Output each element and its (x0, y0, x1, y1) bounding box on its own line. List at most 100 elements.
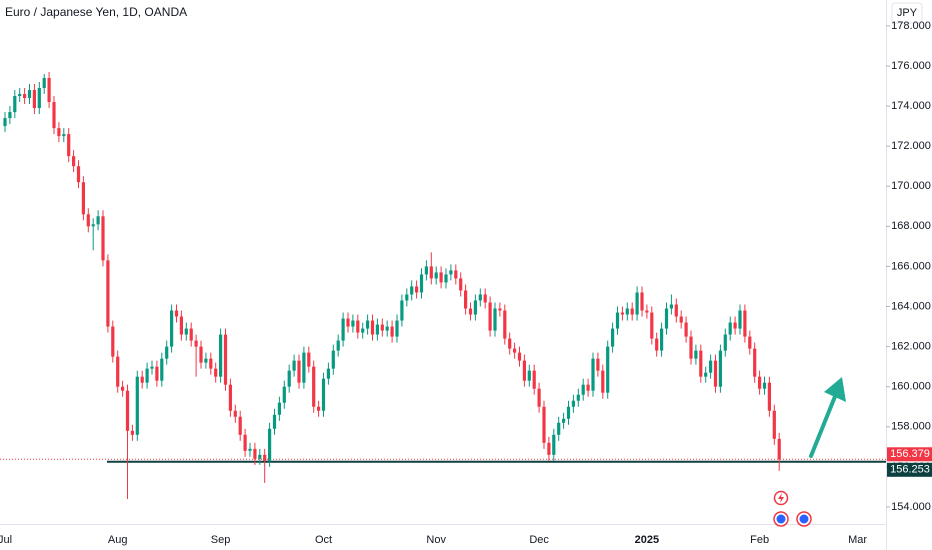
candle-body (346, 318, 350, 327)
candle-body (635, 292, 639, 315)
candle-body (233, 410, 237, 417)
candle-body (238, 416, 242, 435)
candle-body (170, 310, 174, 347)
candle-body (243, 434, 247, 451)
candle-body (562, 418, 566, 423)
candle-body (23, 94, 27, 99)
candle-body (444, 274, 448, 283)
y-tick-label: 168.000 (891, 220, 931, 232)
candle-body (312, 366, 316, 407)
candle-body (684, 322, 688, 337)
candle-body (8, 112, 12, 119)
candle-body (434, 272, 438, 279)
candle-body (356, 320, 360, 333)
candle-body (503, 310, 507, 339)
candle-body (189, 328, 193, 341)
candle-body (566, 406, 571, 419)
candle-body (439, 272, 443, 283)
candle-body (47, 77, 51, 103)
candle-body (767, 382, 771, 411)
chart-title: Euro / Japanese Yen, 1D, OANDA (5, 5, 187, 19)
candle-body (625, 308, 629, 315)
candle-body (263, 454, 267, 461)
x-tick-label: Feb (750, 534, 769, 546)
y-tick-label: 174.000 (891, 100, 931, 112)
candle-body (380, 324, 384, 331)
price-label: 156.379 (890, 448, 930, 460)
candle-body (758, 376, 762, 389)
candle-body (733, 322, 737, 329)
candle-body (67, 134, 71, 157)
candle-body (748, 336, 752, 349)
trend-arrow (809, 377, 846, 458)
candle-body (473, 300, 477, 315)
candle-body (160, 358, 164, 381)
candle-body (302, 352, 306, 383)
candle-body (743, 310, 747, 337)
candle-body (591, 358, 595, 391)
candle-body (601, 370, 605, 393)
candle-body (454, 270, 458, 279)
candle-body (679, 316, 683, 323)
candle-body (689, 336, 693, 359)
candle-body (468, 308, 473, 315)
x-tick-label: Oct (315, 534, 332, 546)
x-tick-label: Dec (529, 534, 549, 546)
candle-body (645, 310, 649, 313)
candle-body (165, 346, 169, 359)
candle-body (576, 394, 580, 401)
candle-body (62, 134, 66, 137)
candle-body (326, 368, 330, 379)
candle-body (3, 118, 7, 127)
candle-body (91, 224, 95, 227)
candle-body (738, 310, 742, 329)
candle-body (228, 384, 232, 411)
candle-body (513, 348, 517, 353)
candle-body (650, 312, 654, 339)
candle-body (718, 350, 722, 387)
candle-body (630, 308, 634, 315)
candle-body (150, 366, 154, 369)
x-tick-label: Nov (426, 534, 446, 546)
candle-body (390, 326, 394, 337)
candle-body (596, 358, 600, 371)
y-tick-label: 178.000 (891, 20, 931, 32)
candle-body (155, 366, 159, 381)
candle-body (669, 304, 673, 309)
candle-body (660, 328, 664, 351)
candle-body (674, 304, 678, 317)
candle-body (307, 352, 311, 367)
candle-body (478, 294, 482, 301)
candle-body (248, 448, 252, 451)
candle-body (111, 326, 115, 357)
price-label-box (887, 462, 932, 477)
price-label-box (887, 447, 932, 462)
candle-body (493, 308, 497, 331)
candle-body (214, 368, 218, 377)
y-tick-label: 176.000 (891, 60, 931, 72)
currency-label[interactable]: JPY (897, 7, 918, 19)
candle-body (527, 370, 531, 381)
currency-box[interactable] (891, 2, 923, 24)
candle-body (620, 312, 624, 315)
candle-body (287, 370, 291, 387)
event-icons[interactable] (773, 490, 812, 527)
candle-body (42, 77, 46, 89)
candle-body (258, 454, 262, 459)
candle-body (581, 384, 585, 395)
y-tick-label: 170.000 (891, 180, 931, 192)
y-tick-label: 172.000 (891, 140, 931, 152)
candle-body (253, 448, 257, 459)
candle-body (410, 286, 414, 295)
candle-body (762, 382, 767, 389)
candle-body (532, 370, 536, 389)
candle-body (385, 326, 389, 331)
candle-body (429, 266, 433, 279)
candle-body (483, 294, 487, 303)
candle-body (655, 338, 659, 351)
candle-body (96, 216, 100, 225)
candle-body (508, 338, 512, 349)
candle-body (184, 328, 188, 335)
candle-body (415, 286, 419, 293)
